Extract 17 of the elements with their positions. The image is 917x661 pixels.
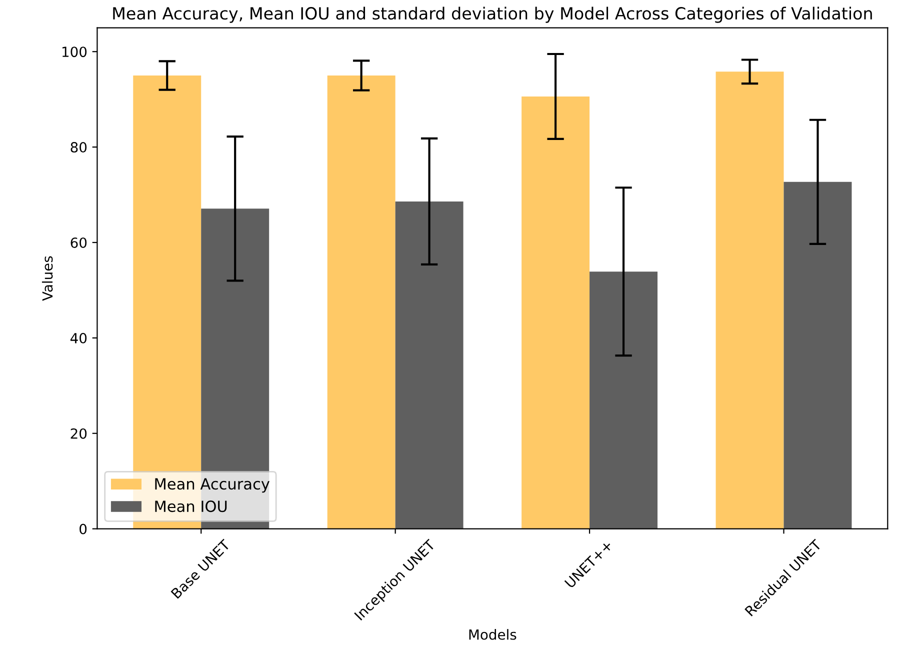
bar	[716, 72, 784, 529]
y-tick-label: 20	[70, 428, 87, 439]
bar	[590, 272, 658, 529]
legend-label: Mean IOU	[155, 500, 227, 512]
y-axis-title: Values	[42, 256, 53, 301]
chart-title: Mean Accuracy, Mean IOU and standard deviation by Model Across Categories of Validation	[113, 6, 872, 23]
y-tick-label: 80	[70, 142, 87, 153]
y-tick-label: 0	[80, 524, 87, 534]
y-tick-label: 40	[70, 332, 87, 344]
bar	[395, 201, 464, 529]
bar	[784, 182, 852, 529]
legend-label: Mean Accuracy	[155, 478, 270, 493]
y-tick-label: 100	[62, 46, 87, 58]
x-axis-title: Models	[469, 629, 516, 640]
bar	[522, 96, 590, 529]
y-tick-label: 60	[70, 237, 87, 248]
bar	[327, 75, 396, 529]
